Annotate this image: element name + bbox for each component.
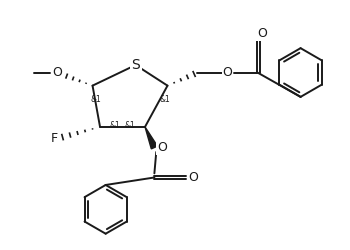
Text: &1: &1 xyxy=(159,95,170,104)
Text: &1: &1 xyxy=(110,121,120,130)
Text: O: O xyxy=(52,66,62,79)
Text: &1: &1 xyxy=(90,95,101,104)
Text: F: F xyxy=(51,132,58,144)
Text: &1: &1 xyxy=(125,121,136,130)
Text: O: O xyxy=(223,66,232,79)
Text: O: O xyxy=(257,28,267,40)
Polygon shape xyxy=(145,127,158,149)
Text: O: O xyxy=(157,141,167,154)
Text: S: S xyxy=(131,58,140,72)
Text: O: O xyxy=(188,170,198,183)
